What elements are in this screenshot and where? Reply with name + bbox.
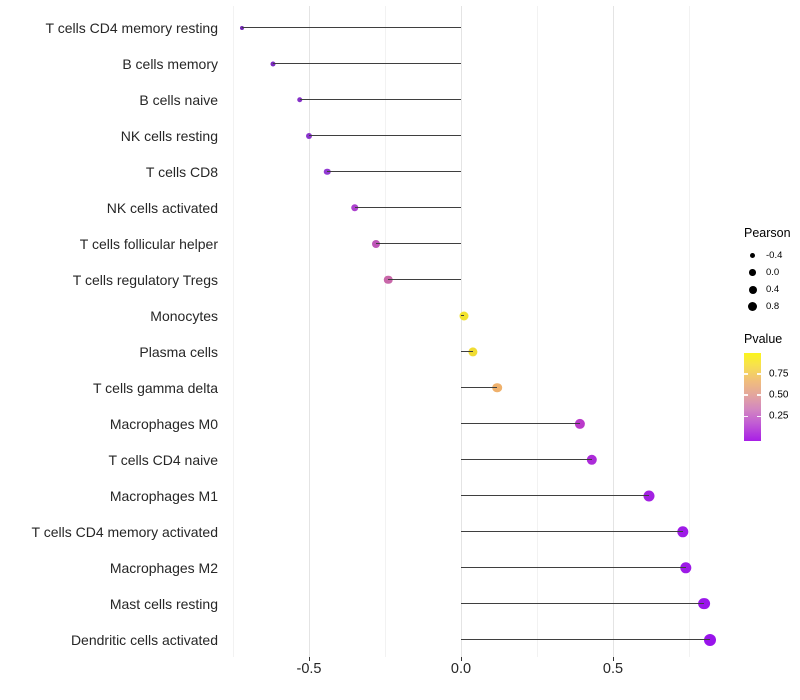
colorbar-tick bbox=[744, 415, 748, 418]
legend: Pearson -0.4 0.0 0.4 0.8 Pvalue 0.75 0.50 0.2… bbox=[744, 226, 800, 441]
legend-size-dot-cell bbox=[744, 301, 761, 312]
y-axis-label: T cells follicular helper bbox=[79, 235, 218, 252]
gridline-major bbox=[309, 6, 310, 657]
lollipop-stem bbox=[461, 422, 580, 425]
pearson-size-legend: -0.4 0.0 0.4 0.8 bbox=[744, 247, 800, 315]
legend-size-dot bbox=[747, 301, 758, 312]
legend-size-dot bbox=[748, 285, 757, 294]
lollipop-dot bbox=[586, 454, 597, 465]
y-axis-label: T cells CD4 naive bbox=[108, 451, 218, 468]
y-axis-label: Macrophages M0 bbox=[109, 415, 218, 432]
pvalue-legend: Pvalue 0.75 0.50 0.25 bbox=[744, 332, 800, 441]
colorbar-tick bbox=[744, 394, 748, 396]
colorbar-tick-label: 0.75 bbox=[769, 368, 789, 380]
gridline-minor bbox=[537, 6, 538, 657]
y-axis-label: NK cells resting bbox=[120, 127, 218, 144]
pvalue-colorbar-wrap: 0.75 0.50 0.25 bbox=[744, 353, 800, 441]
y-axis-label: Plasma cells bbox=[139, 343, 218, 360]
lollipop-stem bbox=[299, 98, 461, 101]
lollipop-stem bbox=[388, 278, 461, 281]
y-axis-label: Macrophages M2 bbox=[109, 559, 218, 576]
y-axis-label: B cells memory bbox=[122, 55, 218, 72]
x-tick-mark bbox=[461, 657, 462, 661]
lollipop-stem bbox=[461, 530, 683, 533]
y-axis-label: T cells CD4 memory activated bbox=[31, 523, 218, 540]
y-axis-label: Dendritic cells activated bbox=[70, 631, 218, 648]
lollipop-stem bbox=[461, 350, 474, 353]
legend-size-item: 0.8 bbox=[744, 298, 800, 315]
gridline-minor bbox=[233, 6, 234, 657]
y-axis-label: Macrophages M1 bbox=[109, 487, 218, 504]
y-axis-label: NK cells activated bbox=[106, 199, 218, 216]
x-tick-label: 0.0 bbox=[450, 661, 472, 677]
pearson-legend-title: Pearson bbox=[744, 226, 791, 240]
y-axis-label: T cells regulatory Tregs bbox=[72, 271, 218, 288]
pvalue-colorbar bbox=[744, 353, 761, 441]
y-axis-label: Monocytes bbox=[150, 307, 218, 324]
lollipop-dot bbox=[698, 597, 711, 610]
legend-size-dot-cell bbox=[744, 285, 761, 294]
colorbar-tick bbox=[757, 415, 761, 418]
lollipop-stem bbox=[272, 62, 461, 65]
lollipop-stem bbox=[461, 314, 465, 317]
legend-size-label: -0.4 bbox=[766, 250, 783, 261]
lollipop-stem bbox=[375, 242, 461, 245]
lollipop-dot bbox=[704, 633, 717, 646]
colorbar-tick bbox=[744, 373, 748, 375]
legend-size-dot-cell bbox=[744, 269, 761, 276]
lollipop-stem bbox=[461, 602, 705, 605]
y-axis-label: T cells CD4 memory resting bbox=[45, 19, 218, 36]
lollipop-stem bbox=[461, 566, 686, 569]
legend-size-label: 0.8 bbox=[766, 301, 780, 312]
y-axis-label: Mast cells resting bbox=[109, 595, 218, 612]
lollipop-stem bbox=[461, 386, 498, 389]
y-axis-label: T cells gamma delta bbox=[92, 379, 218, 396]
x-tick-mark bbox=[613, 657, 614, 661]
legend-size-label: 0.4 bbox=[766, 284, 780, 295]
gridline-minor bbox=[689, 6, 690, 657]
lollipop-dot bbox=[492, 382, 503, 393]
colorbar-tick-label: 0.25 bbox=[769, 410, 789, 422]
x-tick-mark bbox=[309, 657, 310, 661]
y-axis-label: T cells CD8 bbox=[145, 163, 218, 180]
legend-size-label: 0.0 bbox=[766, 267, 780, 278]
lollipop-stem bbox=[461, 458, 592, 461]
lollipop-dot bbox=[574, 418, 585, 429]
lollipop-stem bbox=[242, 26, 461, 29]
x-tick-label: 0.5 bbox=[602, 661, 624, 677]
legend-size-item: 0.4 bbox=[744, 281, 800, 298]
legend-size-item: -0.4 bbox=[744, 247, 800, 264]
gridline-minor bbox=[385, 6, 386, 657]
colorbar-tick-label: 0.50 bbox=[769, 389, 789, 401]
legend-size-dot bbox=[749, 269, 756, 276]
lollipop-dot bbox=[459, 311, 469, 320]
colorbar-tick bbox=[757, 394, 761, 396]
x-tick-label: -0.5 bbox=[296, 661, 322, 677]
lollipop-stem bbox=[309, 134, 461, 137]
gridline-major bbox=[461, 6, 462, 657]
lollipop-stem bbox=[461, 494, 650, 497]
legend-size-dot bbox=[750, 253, 755, 258]
legend-size-dot-cell bbox=[744, 253, 761, 258]
lollipop-stem bbox=[461, 638, 711, 641]
lollipop-dot bbox=[468, 346, 478, 357]
plot-panel bbox=[226, 6, 737, 657]
pvalue-legend-title: Pvalue bbox=[744, 332, 783, 346]
lollipop-dot bbox=[643, 490, 655, 501]
colorbar-tick bbox=[757, 373, 761, 375]
lollipop-dot bbox=[680, 561, 692, 574]
y-axis-label: B cells naive bbox=[139, 91, 218, 108]
lollipop-stem bbox=[354, 206, 461, 209]
gridline-major bbox=[613, 6, 614, 657]
lollipop-stem bbox=[327, 170, 461, 173]
lollipop-dot bbox=[677, 525, 689, 538]
legend-size-item: 0.0 bbox=[744, 264, 800, 281]
